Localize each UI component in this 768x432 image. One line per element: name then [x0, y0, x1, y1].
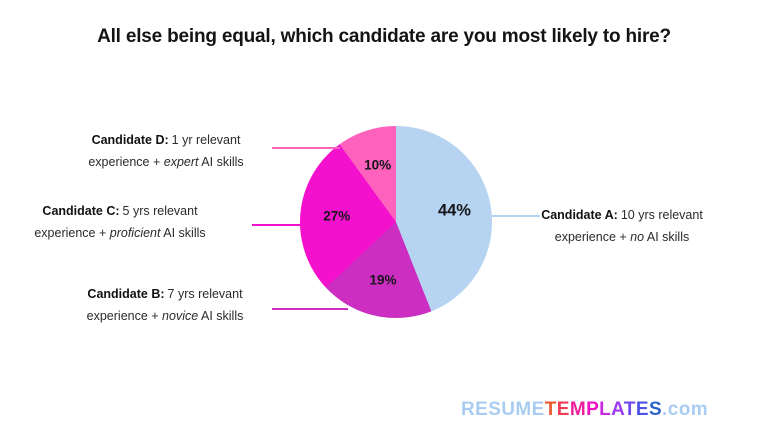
slice-value-label: 19%	[369, 272, 397, 288]
label-candidate-a: Candidate A: 10 yrs relevant experience +…	[541, 204, 703, 248]
brand-logo-templates: TEMPLATES	[544, 399, 663, 420]
label-candidate-a-line1: Candidate A: 10 yrs relevant	[541, 208, 703, 222]
label-candidate-b: Candidate B: 7 yrs relevant experience + …	[87, 283, 244, 327]
leader-line-candidate-b	[272, 308, 348, 310]
label-candidate-c-line1: Candidate C: 5 yrs relevant	[42, 204, 198, 218]
page-title: All else being equal, which candidate ar…	[97, 26, 671, 47]
label-candidate-b-line1: Candidate B: 7 yrs relevant	[87, 287, 243, 301]
leader-line-candidate-c	[252, 224, 302, 226]
slice-value-label: 10%	[364, 157, 392, 173]
label-candidate-d-line2: experience + expert AI skills	[88, 155, 244, 169]
label-candidate-b-line2: experience + novice AI skills	[86, 309, 244, 323]
brand-logo-resume: RESUME	[461, 399, 545, 420]
slice-value-label: 44%	[437, 201, 471, 220]
leader-line-candidate-d	[272, 147, 340, 149]
slice-value-label: 27%	[323, 208, 351, 224]
label-candidate-c: Candidate C: 5 yrs relevant experience + …	[34, 200, 205, 244]
brand-logo-com: .com	[662, 399, 708, 420]
label-candidate-d-line1: Candidate D: 1 yr relevant	[91, 133, 241, 147]
label-candidate-d: Candidate D: 1 yr relevant experience + e…	[88, 129, 243, 173]
pie-chart	[300, 126, 492, 318]
label-candidate-a-line2: experience + no AI skills	[554, 230, 690, 244]
label-candidate-c-line2: experience + proficient AI skills	[34, 226, 206, 240]
brand-logo[interactable]: RESUMETEMPLATES.com	[461, 399, 708, 421]
leader-line-candidate-a	[492, 215, 540, 217]
